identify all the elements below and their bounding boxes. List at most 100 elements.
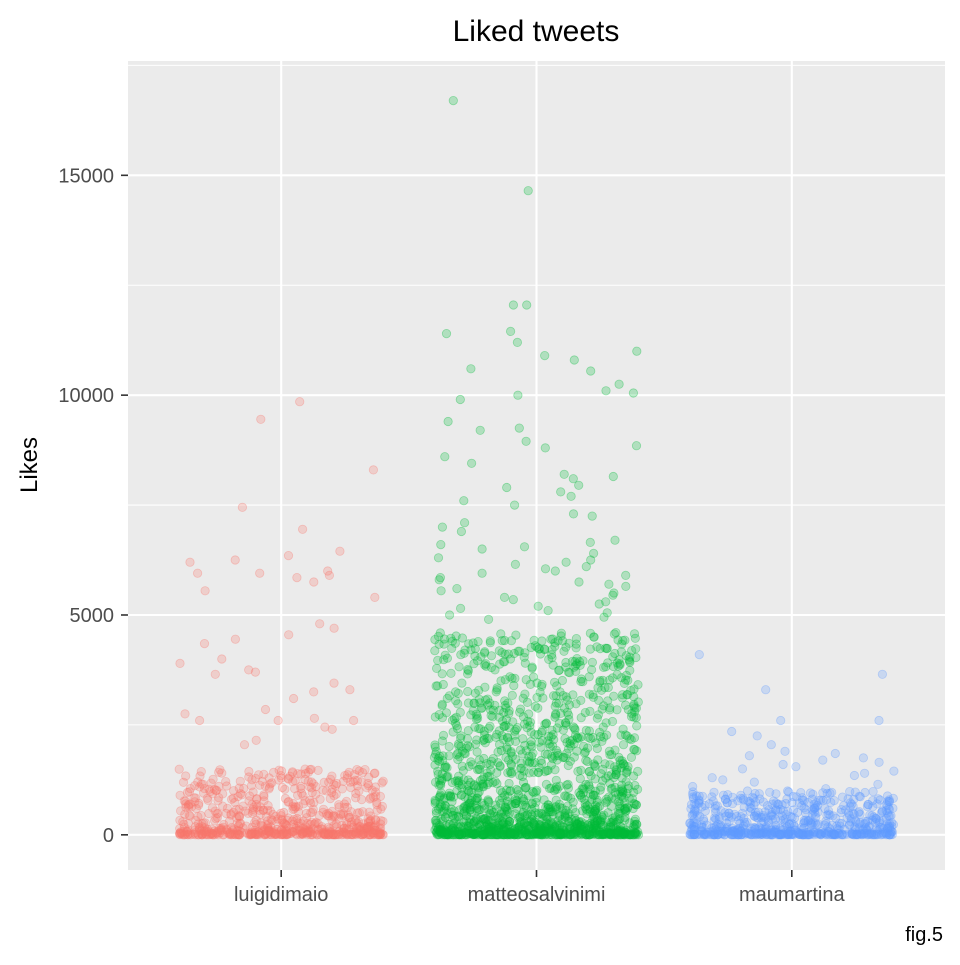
data-point [328, 829, 338, 839]
data-point [630, 744, 640, 755]
data-point [201, 826, 212, 836]
data-point [288, 798, 298, 809]
data-point [193, 830, 203, 840]
data-point [545, 827, 555, 838]
data-point [197, 830, 207, 840]
data-point [308, 824, 318, 834]
data-point [354, 786, 364, 796]
data-point [300, 774, 310, 785]
data-point [234, 821, 244, 831]
data-point [238, 823, 248, 833]
data-point [500, 649, 510, 659]
data-point [803, 830, 813, 840]
data-point [548, 753, 558, 764]
data-point [230, 555, 240, 565]
data-point [196, 826, 206, 836]
data-point [182, 826, 192, 837]
data-point [346, 817, 357, 827]
data-point [632, 346, 642, 356]
data-point [208, 830, 218, 840]
data-point [555, 828, 565, 838]
data-point [225, 830, 235, 840]
data-point [576, 695, 586, 706]
data-point [175, 658, 185, 669]
data-point [334, 813, 344, 823]
data-point [314, 810, 324, 821]
data-point [262, 816, 273, 826]
data-point [363, 827, 373, 837]
data-point [859, 768, 870, 778]
data-point [246, 830, 256, 840]
data-point [486, 710, 496, 721]
data-point [291, 802, 301, 812]
data-point [280, 793, 290, 804]
data-point [530, 701, 540, 712]
data-point [876, 807, 887, 818]
data-point [319, 827, 329, 837]
data-point [235, 776, 245, 786]
data-point [613, 635, 623, 645]
data-point [267, 827, 277, 838]
data-point [621, 825, 631, 835]
data-point [600, 643, 611, 653]
data-point [287, 827, 297, 837]
data-point [191, 830, 201, 840]
data-point [339, 802, 350, 812]
data-point [884, 797, 894, 807]
data-point [587, 511, 597, 521]
data-point [280, 819, 290, 829]
data-point [724, 808, 734, 819]
data-point [324, 811, 334, 821]
data-point [375, 830, 385, 840]
data-point [506, 827, 516, 838]
data-point [199, 826, 209, 836]
data-point [791, 762, 801, 772]
data-point [369, 822, 379, 833]
data-point [226, 830, 237, 840]
data-point [475, 764, 485, 774]
data-point [475, 724, 486, 734]
data-point [365, 830, 375, 840]
data-point [344, 824, 354, 835]
data-point [318, 785, 328, 795]
data-point [328, 829, 338, 840]
data-point [272, 824, 282, 835]
data-point [495, 659, 505, 669]
data-point [302, 825, 312, 836]
data-point [889, 766, 899, 776]
data-point [507, 690, 517, 701]
data-point [292, 572, 302, 583]
data-point [212, 808, 222, 819]
data-point [484, 777, 494, 788]
data-point [175, 828, 185, 838]
data-point [232, 826, 242, 836]
data-point [521, 782, 531, 792]
data-point [195, 715, 205, 726]
data-point [244, 772, 254, 782]
data-point [212, 827, 223, 838]
x-tick-label: luigidimaio [234, 884, 329, 906]
data-point [346, 807, 356, 817]
data-point [194, 830, 204, 840]
data-point [686, 804, 696, 814]
data-point [554, 665, 564, 676]
data-point [250, 827, 260, 837]
data-point [574, 577, 584, 587]
data-point [352, 818, 362, 828]
data-point [361, 824, 372, 834]
data-point [303, 824, 313, 834]
data-point [358, 807, 368, 817]
data-point [180, 809, 190, 819]
data-point [294, 821, 304, 832]
data-point [457, 783, 467, 793]
data-point [560, 717, 571, 728]
data-point [765, 787, 775, 797]
data-point [430, 742, 440, 752]
data-point [287, 768, 298, 778]
data-point [370, 782, 381, 792]
data-point [195, 825, 205, 835]
data-point [549, 751, 560, 761]
data-point [337, 830, 347, 840]
data-point [352, 781, 363, 791]
